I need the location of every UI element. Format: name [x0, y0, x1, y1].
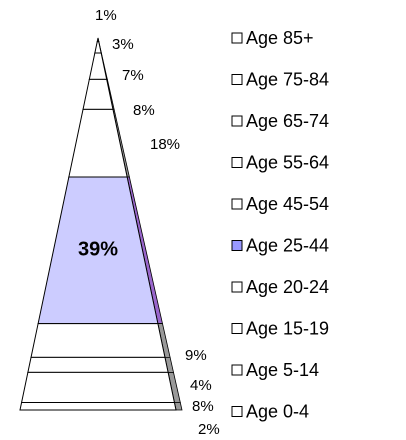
- data-label: 18%: [150, 136, 180, 153]
- legend-swatch: [231, 198, 243, 210]
- legend-label: Age 5-14: [246, 360, 319, 380]
- legend-label: Age 45-54: [246, 194, 329, 214]
- data-label: 39%: [78, 239, 118, 261]
- pyramid-slice: [30, 323, 166, 358]
- data-label: 4%: [190, 377, 212, 394]
- legend-label: Age 15-19: [246, 318, 329, 338]
- data-label: 2%: [198, 421, 220, 438]
- pyramid-slice: [68, 108, 128, 178]
- data-label: 9%: [185, 347, 207, 364]
- data-label: 7%: [122, 67, 144, 84]
- legend-swatch: [231, 32, 243, 44]
- pyramid-slice: [96, 37, 100, 43]
- pyramid-slice: [20, 371, 176, 403]
- legend-label: Age 0-4: [246, 401, 309, 421]
- legend-swatch: [231, 323, 243, 334]
- legend-label: Age 65-74: [246, 111, 329, 131]
- legend-label: Age 85+: [246, 28, 314, 48]
- pyramid-slice: [88, 52, 108, 80]
- legend-swatch: [231, 74, 243, 85]
- data-label: 1%: [95, 7, 117, 24]
- data-label: 8%: [133, 102, 155, 119]
- legend-swatch: [231, 157, 243, 168]
- legend-label: Age 20-24: [246, 277, 329, 297]
- pyramid-slice: [19, 401, 177, 411]
- pyramid-slice: [27, 356, 169, 373]
- legend-label: Age 55-64: [246, 152, 329, 172]
- legend-label: Age 75-84: [246, 69, 329, 89]
- legend-swatch: [231, 240, 243, 251]
- legend-label: Age 25-44: [246, 235, 329, 255]
- data-label: 3%: [112, 36, 134, 53]
- legend-swatch: [231, 281, 243, 293]
- legend-swatch: [231, 364, 243, 376]
- data-label: 8%: [192, 398, 214, 415]
- pyramid-slice: [94, 41, 102, 54]
- legend-swatch: [231, 115, 243, 127]
- legend-swatch: [231, 406, 243, 417]
